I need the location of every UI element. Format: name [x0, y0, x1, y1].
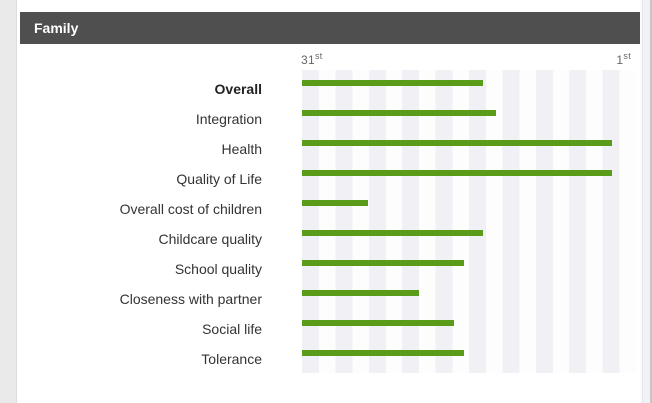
vertical-scrollbar[interactable] [640, 0, 652, 403]
rank-bar [302, 350, 465, 356]
axis-scale: 31st 1st [301, 44, 636, 70]
chart-row: Childcare quality [20, 225, 641, 255]
category-label: Social life [202, 321, 262, 337]
category-label: Childcare quality [158, 231, 263, 247]
rank-bar [302, 170, 613, 176]
bar-track [302, 225, 641, 255]
rank-bar [302, 260, 465, 266]
scrollbar-track[interactable] [642, 0, 652, 403]
category-label: Overall [214, 81, 262, 97]
rank-bar [302, 110, 497, 116]
bar-track [302, 345, 641, 375]
bar-track [302, 285, 641, 315]
bar-track [302, 195, 641, 225]
axis-label-worst-rank: 31st [301, 51, 323, 68]
category-label: School quality [174, 261, 262, 277]
category-label: Closeness with partner [119, 291, 262, 307]
rank-bar [302, 320, 454, 326]
bar-track [302, 105, 641, 135]
rank-bar [302, 80, 484, 86]
category-label: Integration [195, 111, 262, 127]
rank-bar [302, 290, 420, 296]
chart-row: Overall cost of children [20, 195, 641, 225]
chart-row: School quality [20, 255, 641, 285]
panel-header: Family [20, 12, 641, 44]
rank-bar [302, 230, 484, 236]
bar-track [302, 255, 641, 285]
bar-chart: Overall Integration Health Quality of Life O… [20, 70, 641, 373]
category-label: Health [221, 141, 262, 157]
chart-row: Overall [20, 75, 641, 105]
category-label: Quality of Life [176, 171, 262, 187]
axis-label-best-rank: 1st [616, 51, 631, 68]
panel-title: Family [34, 20, 79, 36]
family-panel: Family 31st 1st Overall Integration Health… [20, 12, 641, 373]
category-label: Tolerance [201, 351, 262, 367]
bar-track [302, 165, 641, 195]
axis-row: 31st 1st [20, 44, 641, 70]
bar-track [302, 315, 641, 345]
chart-row: Quality of Life [20, 165, 641, 195]
rank-bar [302, 200, 368, 206]
chart-row: Closeness with partner [20, 285, 641, 315]
chart-row: Health [20, 135, 641, 165]
bar-track [302, 75, 641, 105]
page-left-gutter [0, 0, 17, 403]
chart-rows: Overall Integration Health Quality of Life O… [20, 70, 641, 375]
chart-row: Integration [20, 105, 641, 135]
bar-track [302, 135, 641, 165]
chart-row: Tolerance [20, 345, 641, 375]
rank-bar [302, 140, 613, 146]
chart-row: Social life [20, 315, 641, 345]
category-label: Overall cost of children [119, 201, 262, 217]
